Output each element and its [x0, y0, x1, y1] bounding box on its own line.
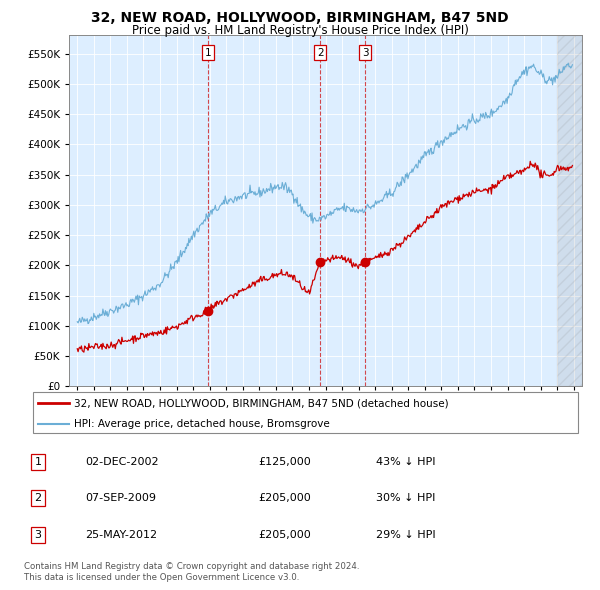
Text: This data is licensed under the Open Government Licence v3.0.: This data is licensed under the Open Gov…	[24, 573, 299, 582]
Text: £125,000: £125,000	[259, 457, 311, 467]
Text: 07-SEP-2009: 07-SEP-2009	[85, 493, 157, 503]
Text: 32, NEW ROAD, HOLLYWOOD, BIRMINGHAM, B47 5ND: 32, NEW ROAD, HOLLYWOOD, BIRMINGHAM, B47…	[91, 11, 509, 25]
Text: 25-MAY-2012: 25-MAY-2012	[85, 530, 158, 540]
Bar	[557, 35, 582, 386]
Text: £205,000: £205,000	[259, 530, 311, 540]
Text: 29% ↓ HPI: 29% ↓ HPI	[376, 530, 435, 540]
Text: 30% ↓ HPI: 30% ↓ HPI	[376, 493, 435, 503]
Text: £205,000: £205,000	[259, 493, 311, 503]
Text: 32, NEW ROAD, HOLLYWOOD, BIRMINGHAM, B47 5ND (detached house): 32, NEW ROAD, HOLLYWOOD, BIRMINGHAM, B47…	[74, 398, 449, 408]
Text: 02-DEC-2002: 02-DEC-2002	[85, 457, 159, 467]
FancyBboxPatch shape	[33, 392, 578, 433]
Text: HPI: Average price, detached house, Bromsgrove: HPI: Average price, detached house, Brom…	[74, 419, 330, 430]
Text: 3: 3	[34, 530, 41, 540]
Text: 3: 3	[362, 48, 368, 58]
Text: 2: 2	[317, 48, 323, 58]
Text: 2: 2	[34, 493, 41, 503]
Text: 1: 1	[34, 457, 41, 467]
Text: Price paid vs. HM Land Registry's House Price Index (HPI): Price paid vs. HM Land Registry's House …	[131, 24, 469, 37]
Text: Contains HM Land Registry data © Crown copyright and database right 2024.: Contains HM Land Registry data © Crown c…	[24, 562, 359, 571]
Text: 43% ↓ HPI: 43% ↓ HPI	[376, 457, 435, 467]
Text: 1: 1	[205, 48, 212, 58]
